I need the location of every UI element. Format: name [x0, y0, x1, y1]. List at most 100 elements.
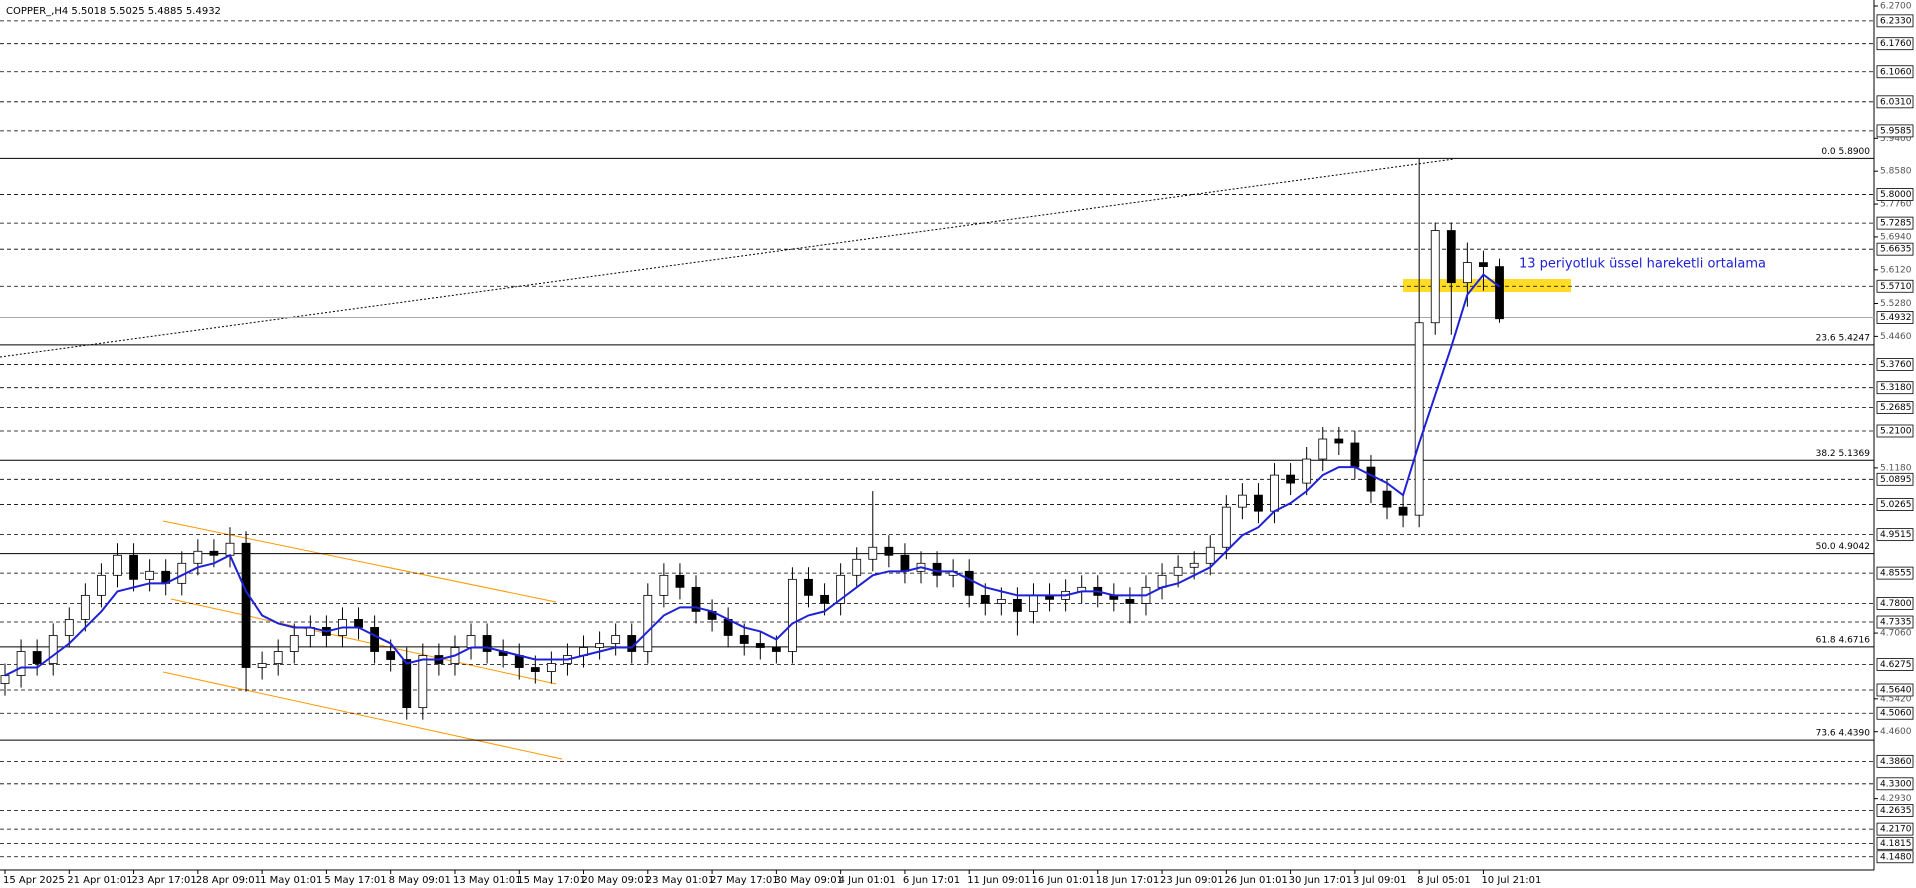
y-tick-label: 5.9400 — [1880, 134, 1912, 144]
candle-body — [852, 558, 862, 576]
candle-body — [595, 643, 604, 648]
level-label: 4.9515 — [1880, 530, 1912, 540]
x-tick-label: 27 May 17:01 — [710, 875, 779, 886]
x-tick-label: 8 Jul 05:01 — [1417, 875, 1471, 886]
candle-body — [530, 667, 540, 672]
x-tick-label: 30 May 09:01 — [774, 875, 843, 886]
x-tick-label: 6 Jun 17:01 — [903, 875, 960, 886]
level-label: 6.0310 — [1880, 97, 1912, 107]
candle-body — [836, 574, 846, 604]
channel-line — [170, 598, 557, 685]
level-box — [1876, 528, 1914, 542]
candle-body — [1205, 546, 1215, 564]
level-box — [1876, 596, 1914, 610]
candle-body — [273, 651, 283, 664]
level-label: 5.5710 — [1880, 282, 1912, 292]
y-tick-label: 5.1180 — [1880, 463, 1912, 473]
y-tick-label: 5.5280 — [1880, 299, 1912, 309]
candle-body — [32, 651, 42, 664]
candle-body — [611, 635, 621, 644]
candle-body — [289, 635, 299, 652]
level-box — [1876, 14, 1914, 28]
x-tick-label: 5 May 17:01 — [324, 875, 386, 886]
candle-body — [804, 578, 813, 596]
candle-body — [675, 574, 685, 588]
candle-body — [1302, 458, 1312, 484]
candle-body — [113, 554, 122, 576]
level-box — [1876, 65, 1914, 79]
x-tick-label: 16 Jun 01:01 — [1031, 875, 1095, 886]
x-tick-label: 20 May 09:01 — [582, 875, 651, 886]
level-box — [1876, 566, 1914, 580]
candle-body — [884, 546, 894, 556]
candle-body — [868, 546, 878, 560]
level-label: 4.2170 — [1880, 825, 1912, 835]
y-tick-label: 5.6120 — [1880, 265, 1912, 275]
fib-trendline — [0, 158, 1455, 358]
level-box — [1876, 706, 1914, 720]
candle-body — [659, 574, 669, 596]
level-box — [1876, 216, 1914, 230]
level-box — [1876, 242, 1914, 256]
channel-line — [162, 671, 563, 760]
candle-body — [1157, 574, 1167, 588]
candle-body — [900, 554, 910, 572]
x-tick-label: 26 Jun 01:01 — [1224, 875, 1288, 886]
level-box — [1876, 472, 1914, 486]
candle-body — [1013, 598, 1022, 612]
candle-body — [1495, 266, 1504, 320]
candle-body — [771, 647, 781, 652]
level-label: 4.5640 — [1880, 685, 1912, 695]
level-box — [1876, 498, 1914, 511]
level-box — [1876, 658, 1914, 671]
level-box — [1876, 822, 1914, 836]
level-box — [1876, 358, 1914, 371]
candle-body — [386, 651, 396, 660]
level-label: 4.7335 — [1880, 618, 1912, 628]
level-box — [1876, 850, 1914, 864]
candle-body — [755, 643, 765, 648]
candle-body — [739, 635, 749, 644]
candle-body — [145, 570, 155, 580]
candle-body — [1254, 494, 1263, 512]
level-box — [1876, 37, 1914, 51]
candle-body — [1382, 490, 1392, 508]
y-tick-label: 5.4460 — [1880, 332, 1912, 342]
candle-body — [691, 586, 701, 612]
x-tick-label: 3 Jul 09:01 — [1353, 875, 1407, 886]
level-label: 6.1760 — [1880, 39, 1912, 49]
candle-body — [466, 635, 476, 648]
candle-body — [1446, 230, 1456, 284]
highlight-box — [1403, 279, 1571, 292]
candle-body — [48, 635, 58, 664]
y-tick-label: 4.5420 — [1880, 694, 1912, 704]
level-box — [1876, 777, 1914, 791]
candle-body — [1430, 230, 1440, 324]
candle-body — [932, 562, 942, 576]
candle-body — [97, 574, 106, 596]
level-label: 5.7285 — [1880, 219, 1912, 229]
candle-body — [980, 594, 990, 604]
candle-body — [129, 554, 138, 580]
x-tick-label: 15 May 17:01 — [517, 875, 586, 886]
candle-body — [16, 651, 26, 676]
level-label: 4.3860 — [1880, 757, 1912, 767]
level-label: 5.3760 — [1880, 360, 1912, 370]
level-label: 4.1480 — [1880, 852, 1912, 862]
level-label: 4.7800 — [1880, 599, 1912, 609]
chart-title: COPPER_,H4 5.5018 5.5025 5.4885 5.4932 — [6, 6, 221, 17]
fib-label: 0.0 5.8900 — [1821, 147, 1870, 157]
candle-body — [788, 578, 797, 652]
candle-body — [1270, 474, 1279, 512]
candle-body — [1173, 566, 1183, 576]
candle-body — [1125, 598, 1135, 604]
x-tick-label: 21 Apr 01:01 — [67, 875, 132, 886]
x-tick-label: 4 Jun 01:01 — [839, 875, 896, 886]
candle-body — [241, 542, 251, 668]
level-box — [1876, 754, 1914, 768]
current-price-label: 5.4932 — [1880, 313, 1912, 323]
fib-label: 38.2 5.1369 — [1816, 449, 1871, 459]
candle-body — [1398, 506, 1408, 516]
candle-body — [80, 594, 90, 620]
